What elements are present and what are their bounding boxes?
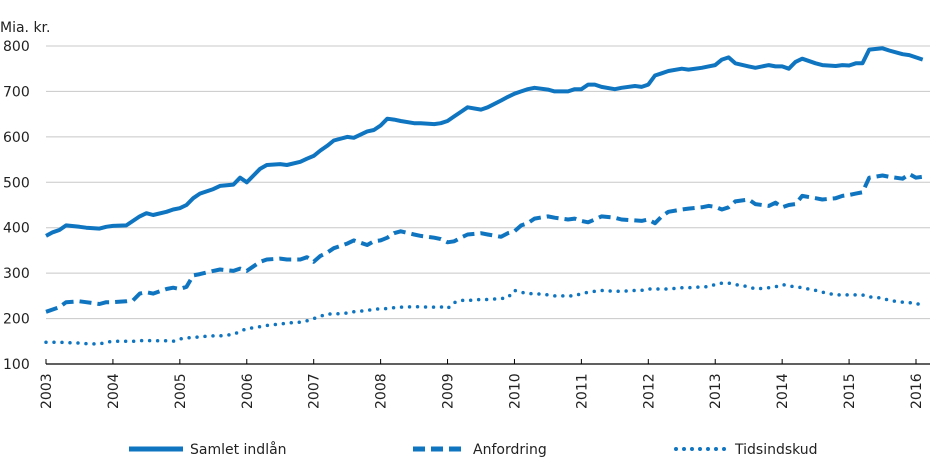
legend-label: Tidsindskud bbox=[734, 442, 818, 458]
gridlines bbox=[46, 45, 930, 320]
y-tick-label: 300 bbox=[3, 266, 30, 282]
legend-item-anfordring: Anfordring bbox=[413, 442, 547, 458]
series-line-dashed bbox=[45, 172, 923, 314]
x-axis: 2003 2004 2005 2006 2007 2008 2009 2010 2011 2012… bbox=[39, 359, 930, 409]
x-tick-label: 2010 bbox=[507, 373, 523, 409]
x-tick-label: 2007 bbox=[307, 373, 323, 409]
x-tick-label: 2014 bbox=[775, 373, 791, 409]
x-tick-label: 2005 bbox=[173, 373, 189, 409]
y-axis-unit-label: Mia. kr. bbox=[0, 20, 50, 36]
legend-item-tidsindskud: Tidsindskud bbox=[674, 442, 818, 458]
y-tick-label: 400 bbox=[3, 221, 30, 237]
x-tick-label: 2008 bbox=[374, 373, 390, 409]
series-lines bbox=[44, 46, 925, 346]
legend-label: Samlet indlån bbox=[190, 441, 287, 458]
legend-item-samlet-indlan: Samlet indlån bbox=[129, 441, 287, 458]
x-tick-label: 2006 bbox=[240, 373, 256, 409]
x-tick-label: 2009 bbox=[441, 373, 457, 409]
x-tick-label: 2011 bbox=[574, 373, 590, 409]
y-tick-label: 700 bbox=[3, 84, 30, 100]
y-tick-label: 800 bbox=[3, 39, 30, 55]
x-tick-label: 2004 bbox=[106, 373, 122, 409]
y-axis-ticks: 100 200 300 400 500 600 700 800 bbox=[3, 39, 30, 373]
y-tick-label: 600 bbox=[3, 130, 30, 146]
x-tick-label: 2016 bbox=[909, 373, 925, 409]
legend-label: Anfordring bbox=[473, 442, 547, 458]
series-line-solid bbox=[45, 46, 924, 238]
x-tick-label: 2003 bbox=[39, 373, 55, 409]
legend: Samlet indlån Anfordring Tidsindskud bbox=[129, 441, 818, 458]
x-tick-label: 2012 bbox=[641, 373, 657, 409]
x-tick-label: 2015 bbox=[842, 373, 858, 409]
y-tick-label: 100 bbox=[3, 357, 30, 373]
y-tick-label: 200 bbox=[3, 312, 30, 328]
y-tick-label: 500 bbox=[3, 175, 30, 191]
series-line-dotted bbox=[44, 281, 925, 346]
x-tick-label: 2013 bbox=[708, 373, 724, 409]
